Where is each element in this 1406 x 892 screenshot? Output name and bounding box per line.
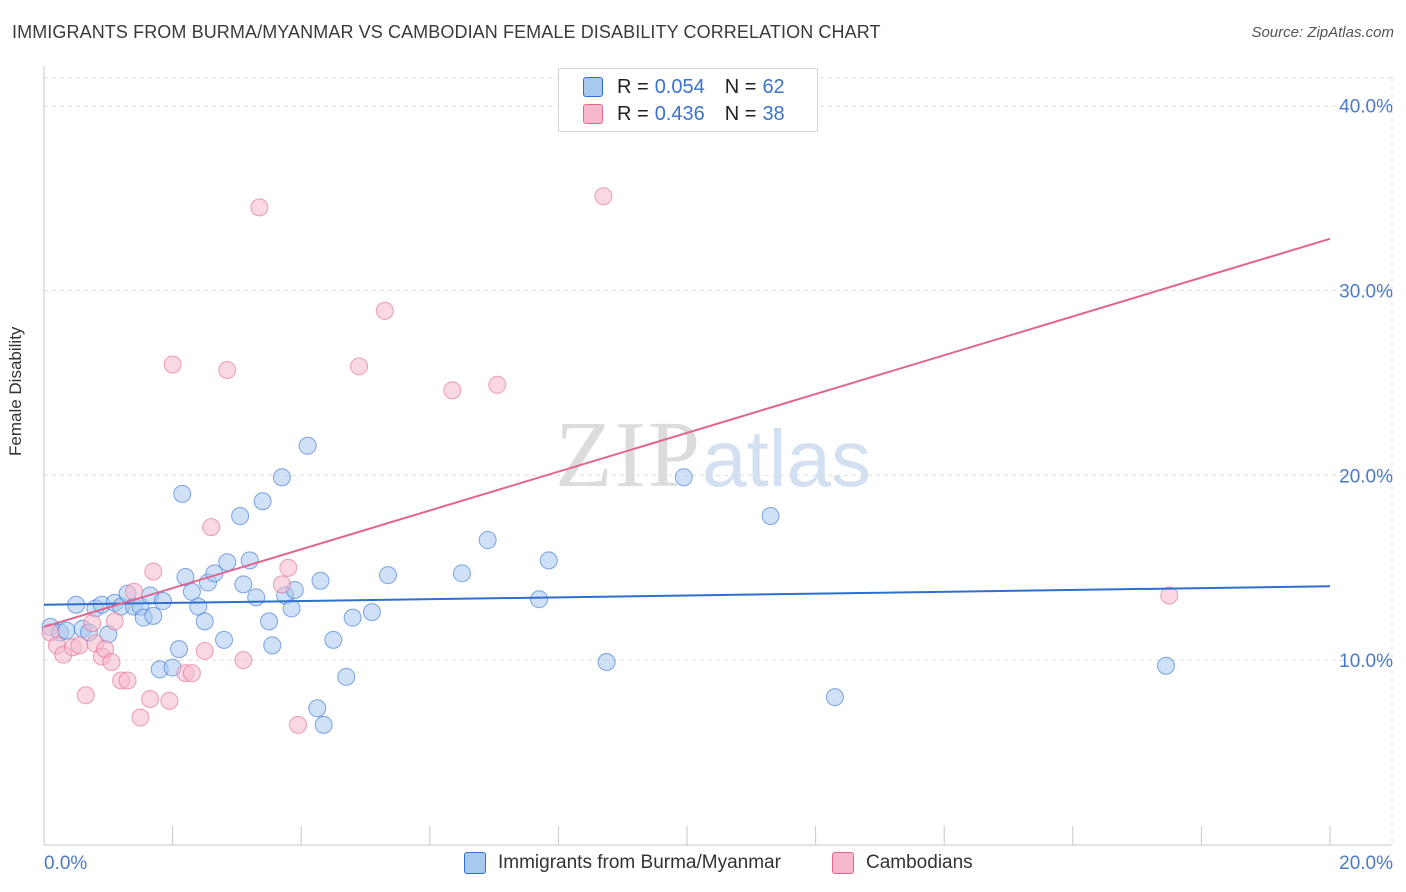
y-tick-label: 20.0% (1339, 466, 1393, 487)
data-point-burma (218, 553, 237, 572)
data-point-burma (1157, 656, 1176, 675)
legend-row-burma: R = 0.054 N = 62 (583, 74, 785, 100)
data-point-cambodians (272, 575, 291, 594)
data-point-cambodians (102, 653, 121, 672)
data-point-cambodians (195, 641, 214, 660)
data-point-cambodians (76, 686, 95, 705)
legend-swatch-blue (464, 852, 486, 874)
chart-title: IMMIGRANTS FROM BURMA/MYANMAR VS CAMBODI… (12, 22, 881, 42)
data-point-cambodians (288, 715, 307, 734)
data-point-cambodians (202, 518, 221, 537)
source-label: Source: ZipAtlas.com (1251, 24, 1394, 41)
data-point-cambodians (250, 198, 269, 217)
data-point-burma (324, 630, 343, 649)
data-point-burma (362, 603, 381, 622)
legend-n-value: 62 (762, 75, 785, 98)
data-point-burma (263, 636, 282, 655)
data-point-burma (343, 608, 362, 627)
data-point-burma (452, 564, 471, 583)
data-point-burma (314, 715, 333, 734)
watermark-zip: ZIP (555, 403, 702, 507)
series-legend: Immigrants from Burma/Myanmar Cambodians (0, 852, 1406, 878)
data-point-burma (272, 468, 291, 487)
data-point-burma (761, 507, 780, 526)
data-point-burma (253, 492, 272, 511)
data-point-burma (337, 667, 356, 686)
data-point-burma (231, 507, 250, 526)
data-point-cambodians (163, 355, 182, 374)
x-tick-label: 20.0% (1339, 853, 1393, 874)
legend-r-label: R = (617, 102, 649, 125)
data-point-cambodians (182, 664, 201, 683)
data-point-burma (173, 484, 192, 503)
y-axis-label: Female Disability (6, 326, 25, 456)
legend-r-label: R = (617, 75, 649, 98)
data-point-cambodians (350, 357, 369, 376)
legend-n-value: 38 (762, 102, 785, 125)
data-point-burma (170, 640, 189, 659)
data-point-burma (144, 606, 163, 625)
data-point-burma (674, 468, 693, 487)
data-point-burma (57, 621, 76, 640)
data-point-cambodians (131, 708, 150, 727)
data-point-burma (153, 592, 172, 611)
data-point-burma (247, 588, 266, 607)
data-point-burma (298, 436, 317, 455)
data-point-burma (379, 566, 398, 585)
data-point-burma (539, 551, 558, 570)
legend-n-label: N = (724, 102, 757, 125)
legend-swatch-pink (832, 852, 854, 874)
legend-r-value: 0.436 (654, 102, 705, 125)
data-point-burma (825, 688, 844, 707)
data-point-burma (215, 630, 234, 649)
data-point-burma (240, 551, 259, 570)
data-point-burma (530, 590, 549, 609)
legend-swatch-pink (583, 104, 603, 124)
data-point-burma (260, 612, 279, 631)
data-point-cambodians (160, 691, 179, 710)
data-point-burma (478, 531, 497, 550)
trend-line-cambodians (43, 237, 1331, 628)
data-point-cambodians (594, 187, 613, 206)
y-tick-label: 30.0% (1339, 282, 1393, 303)
legend-label-cambodians: Cambodians (866, 852, 973, 873)
legend-swatch-blue (583, 77, 603, 97)
data-point-cambodians (141, 689, 160, 708)
data-point-burma (282, 599, 301, 618)
y-tick-label: 40.0% (1339, 97, 1393, 118)
watermark: ZIPatlas (555, 400, 871, 509)
data-point-cambodians (70, 636, 89, 655)
data-point-cambodians (234, 651, 253, 670)
data-point-cambodians (105, 612, 124, 631)
legend-n-label: N = (724, 75, 757, 98)
data-point-cambodians (375, 301, 394, 320)
legend-item-cambodians: Cambodians (832, 852, 973, 874)
legend-row-cambodians: R = 0.436 N = 38 (583, 101, 785, 127)
legend-r-value: 0.054 (654, 75, 705, 98)
data-point-cambodians (83, 614, 102, 633)
legend-item-burma: Immigrants from Burma/Myanmar (464, 852, 781, 874)
data-point-cambodians (443, 381, 462, 400)
watermark-atlas: atlas (702, 414, 871, 503)
x-tick-label: 0.0% (44, 853, 87, 874)
data-point-burma (311, 571, 330, 590)
data-point-cambodians (279, 558, 298, 577)
data-point-cambodians (488, 375, 507, 394)
data-point-burma (234, 575, 253, 594)
y-tick-label: 10.0% (1339, 651, 1393, 672)
data-point-cambodians (144, 562, 163, 581)
data-point-burma (597, 653, 616, 672)
legend-label-burma: Immigrants from Burma/Myanmar (498, 852, 781, 873)
data-point-cambodians (118, 671, 137, 690)
trend-line-burma (43, 585, 1331, 606)
data-point-burma (308, 699, 327, 718)
data-point-cambodians (1160, 586, 1179, 605)
data-point-cambodians (218, 361, 237, 380)
data-point-burma (195, 612, 214, 631)
correlation-legend: R = 0.054 N = 62 R = 0.436 N = 38 (558, 68, 818, 132)
